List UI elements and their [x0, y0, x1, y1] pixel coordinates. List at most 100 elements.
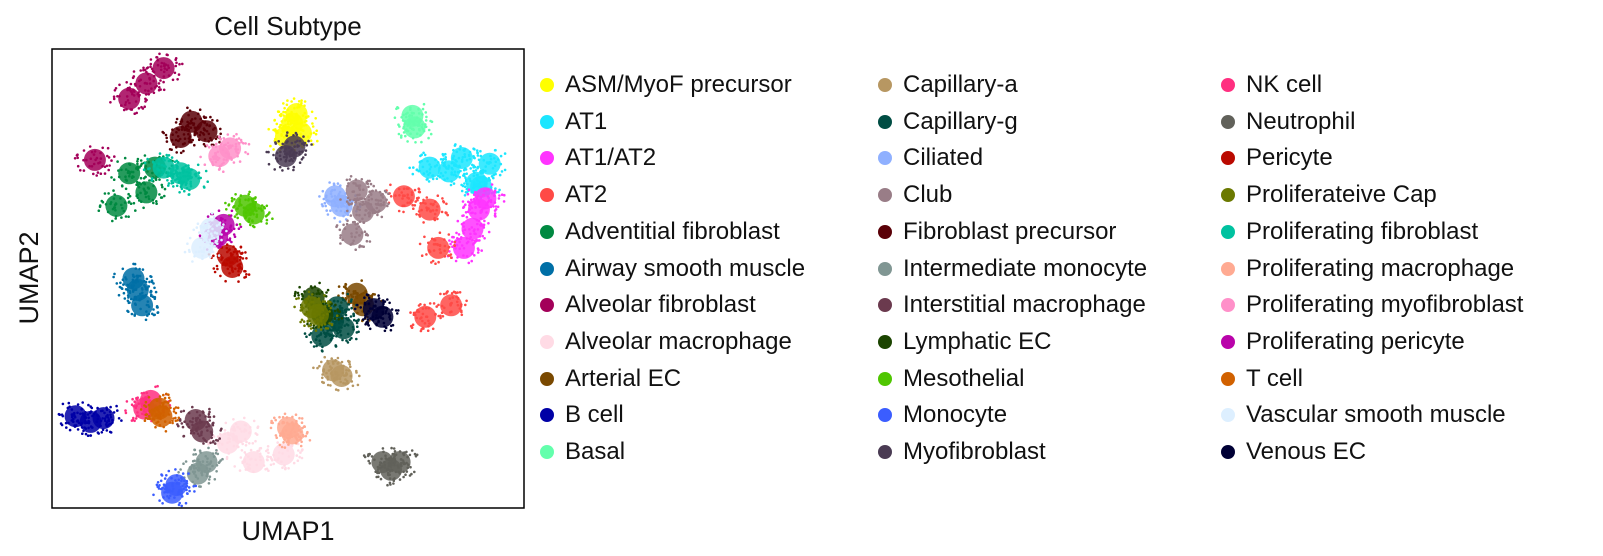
legend-item: AT2 [540, 180, 607, 210]
legend-label: T cell [1246, 364, 1303, 392]
data-point [73, 157, 77, 160]
data-point [231, 144, 234, 147]
data-point [276, 458, 280, 462]
data-point [173, 160, 177, 164]
data-point [180, 118, 184, 121]
data-point [139, 159, 143, 162]
data-point [479, 154, 483, 158]
legend-marker [540, 114, 554, 129]
data-point [494, 172, 497, 176]
data-point [169, 406, 172, 410]
data-point [387, 312, 391, 316]
data-point [333, 309, 337, 313]
data-point [334, 303, 337, 307]
data-point [291, 130, 295, 134]
data-point [191, 470, 195, 474]
data-point [235, 213, 238, 216]
data-point [154, 425, 157, 429]
data-point [258, 452, 262, 456]
data-point [328, 322, 331, 325]
data-point [171, 133, 174, 136]
data-point [419, 303, 422, 306]
data-point [202, 142, 206, 146]
data-point [136, 162, 139, 166]
data-point [158, 499, 161, 502]
data-point [449, 242, 452, 246]
data-point [184, 460, 188, 463]
data-point [403, 194, 406, 197]
data-point [421, 326, 425, 330]
data-point [358, 186, 361, 190]
data-point [245, 273, 248, 276]
data-point [461, 156, 465, 159]
data-point [311, 122, 314, 125]
data-point [383, 460, 386, 464]
data-point [299, 444, 303, 448]
data-point [265, 204, 269, 208]
data-point [393, 477, 396, 480]
data-point [409, 108, 412, 111]
data-point [365, 312, 369, 316]
data-point [84, 421, 87, 425]
data-point [76, 403, 80, 406]
data-point [360, 178, 364, 181]
data-point [279, 150, 282, 154]
data-point [383, 329, 387, 333]
data-point [432, 202, 435, 206]
data-point [191, 480, 194, 484]
data-point [386, 483, 389, 487]
legend-label: Adventitial fibroblast [565, 217, 780, 245]
data-point [445, 202, 448, 206]
data-point [284, 467, 287, 471]
data-point [280, 445, 284, 449]
data-point [400, 191, 404, 194]
data-point [370, 294, 374, 297]
data-point [466, 210, 470, 214]
data-point [278, 154, 282, 157]
data-point [222, 261, 226, 265]
data-point [233, 215, 237, 218]
data-point [237, 227, 241, 230]
data-point [426, 177, 429, 181]
data-point [281, 466, 284, 470]
data-point [420, 140, 423, 144]
data-point [439, 316, 442, 320]
data-point [293, 119, 296, 123]
data-point [244, 468, 248, 471]
data-point [306, 319, 310, 323]
data-point [181, 62, 184, 66]
data-point [247, 455, 250, 458]
data-point [79, 169, 82, 172]
plot-frame [51, 48, 525, 509]
data-point [118, 83, 121, 87]
data-point [248, 426, 252, 429]
data-point [121, 206, 124, 210]
legend-item: Interstitial macrophage [878, 290, 1146, 320]
data-point [332, 182, 336, 185]
data-point [489, 186, 493, 189]
data-point [299, 451, 302, 454]
data-point [150, 87, 153, 90]
data-point [358, 293, 362, 297]
data-point [419, 134, 422, 137]
data-point [446, 213, 450, 217]
data-point [179, 151, 183, 155]
data-point [376, 213, 379, 217]
data-point [309, 285, 313, 288]
data-point [206, 457, 209, 460]
data-point [474, 184, 477, 187]
data-point [424, 119, 428, 122]
data-point [462, 225, 466, 228]
data-point [412, 122, 415, 126]
data-point [363, 316, 367, 320]
data-point [230, 196, 234, 200]
data-point [291, 421, 294, 424]
data-point [288, 153, 292, 156]
data-point [159, 479, 163, 483]
data-point [377, 294, 380, 297]
data-point [166, 171, 170, 174]
data-point [356, 383, 360, 387]
data-point [277, 422, 281, 426]
data-point [294, 442, 298, 445]
data-point [306, 297, 310, 301]
